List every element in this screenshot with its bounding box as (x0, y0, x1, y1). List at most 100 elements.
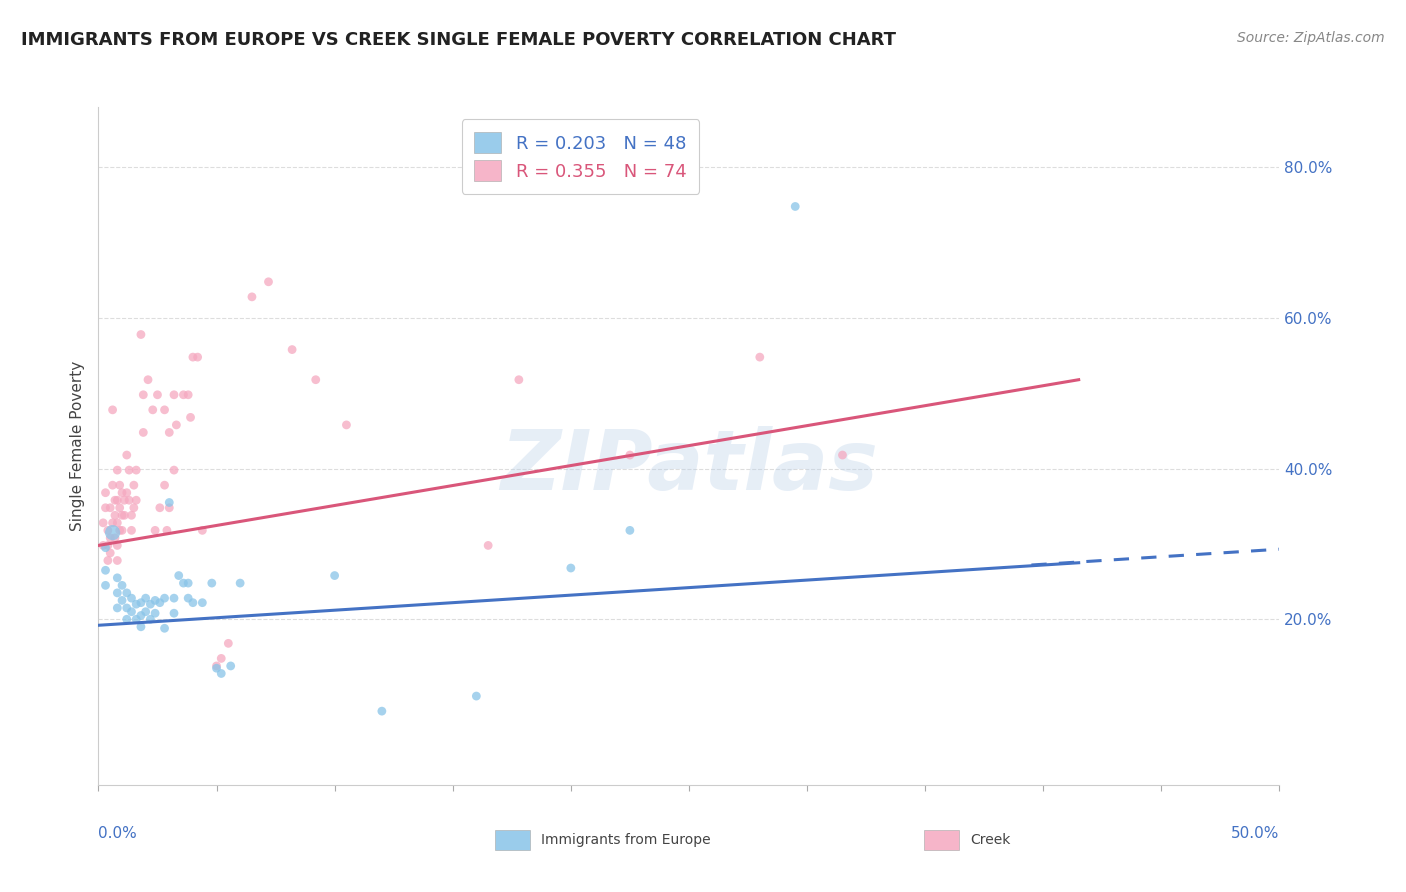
Point (209, 666, 232, 681)
Point (115, 448, 138, 462)
Point (323, 568, 346, 582)
Point (177, 576, 200, 591)
Point (111, 508, 134, 523)
Point (229, 576, 252, 591)
Point (165, 417, 187, 432)
Point (94, 500, 117, 515)
Point (121, 605, 143, 619)
Point (98, 546, 121, 560)
Point (205, 661, 228, 675)
Point (180, 410, 202, 425)
Point (305, 373, 328, 387)
Point (156, 524, 179, 538)
Point (121, 524, 143, 538)
Point (619, 524, 641, 538)
Point (105, 586, 128, 600)
Text: Immigrants from Europe: Immigrants from Europe (541, 833, 711, 847)
Y-axis label: Single Female Poverty: Single Female Poverty (70, 361, 86, 531)
Point (125, 493, 148, 508)
Point (335, 417, 357, 432)
Point (101, 402, 124, 417)
Point (143, 606, 166, 620)
Point (153, 478, 176, 492)
Point (139, 612, 162, 626)
Point (101, 516, 124, 530)
Point (101, 525, 124, 540)
Point (181, 350, 204, 364)
Point (157, 500, 180, 515)
Point (281, 343, 304, 357)
Point (181, 596, 204, 610)
Point (371, 704, 394, 718)
Point (121, 508, 143, 523)
Point (105, 538, 128, 552)
Point (560, 561, 582, 575)
Point (115, 586, 138, 600)
Text: Source: ZipAtlas.com: Source: ZipAtlas.com (1237, 31, 1385, 45)
Point (129, 596, 152, 610)
Point (91, 516, 114, 530)
Point (105, 516, 128, 530)
Point (132, 425, 155, 440)
Point (111, 578, 134, 592)
Point (121, 591, 143, 606)
Point (748, 350, 770, 364)
Point (167, 568, 190, 582)
Point (104, 493, 127, 508)
Point (97, 524, 120, 538)
Text: ZIPatlas: ZIPatlas (501, 425, 877, 507)
Point (172, 576, 194, 591)
Point (111, 524, 134, 538)
Point (163, 606, 186, 620)
Point (163, 463, 186, 477)
Point (129, 620, 152, 634)
Point (122, 478, 145, 492)
Text: 0.0%: 0.0% (98, 826, 138, 841)
Point (619, 448, 641, 462)
Text: IMMIGRANTS FROM EUROPE VS CREEK SINGLE FEMALE POVERTY CORRELATION CHART: IMMIGRANTS FROM EUROPE VS CREEK SINGLE F… (21, 31, 896, 49)
Point (157, 425, 180, 440)
Point (132, 388, 155, 402)
Point (105, 493, 128, 508)
Point (163, 388, 186, 402)
Point (163, 591, 186, 606)
Point (125, 463, 148, 477)
Text: 50.0%: 50.0% (1232, 826, 1279, 841)
Point (105, 463, 128, 477)
Point (111, 593, 134, 607)
Point (115, 601, 138, 615)
Point (142, 402, 165, 417)
Point (136, 373, 159, 387)
Point (97, 553, 120, 567)
Point (146, 388, 169, 402)
Point (108, 500, 131, 515)
Point (191, 596, 214, 610)
Point (785, 199, 807, 213)
Point (97, 538, 120, 552)
Point (135, 591, 157, 606)
Point (98, 500, 121, 515)
Point (111, 485, 134, 500)
Point (129, 608, 152, 623)
Point (105, 553, 128, 567)
Point (219, 659, 242, 673)
Point (104, 531, 127, 545)
Point (153, 402, 176, 417)
Point (149, 500, 172, 515)
Point (94, 578, 117, 592)
Point (477, 538, 499, 552)
Point (139, 597, 162, 611)
Point (172, 388, 194, 402)
Point (153, 621, 176, 635)
Point (508, 373, 530, 387)
Point (201, 576, 224, 591)
Point (205, 659, 228, 673)
Point (94, 563, 117, 577)
Point (217, 636, 239, 650)
Point (191, 524, 214, 538)
Point (149, 596, 172, 610)
Point (129, 327, 152, 342)
Point (122, 500, 145, 515)
Point (118, 463, 141, 477)
Point (465, 689, 488, 703)
